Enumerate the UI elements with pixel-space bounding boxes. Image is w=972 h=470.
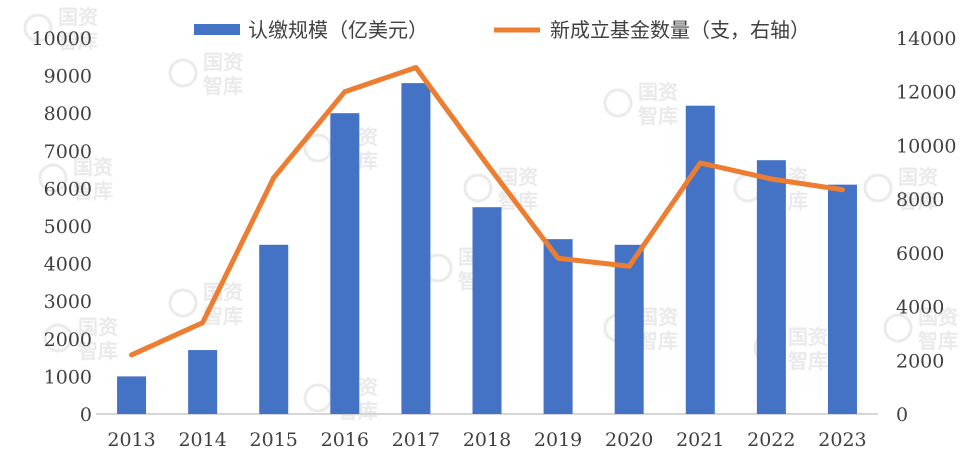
bar-2020 [615,245,644,414]
bar-2023 [828,185,857,414]
x-tick-label: 2015 [250,429,298,451]
bar-2019 [544,239,573,414]
watermark-text: 智库 [203,74,243,98]
x-tick-label: 2021 [676,429,724,451]
y-left-tick-label: 1000 [44,366,92,388]
watermark-text: 智库 [788,349,828,373]
watermark-text: 国资 [638,80,678,104]
x-tick-label: 2013 [107,429,155,451]
y-left-tick-label: 9000 [44,66,92,88]
x-tick-label: 2018 [463,429,511,451]
watermark-text: 国资 [58,5,98,29]
y-left-tick-label: 2000 [44,329,92,351]
x-tick-label: 2019 [534,429,582,451]
y-left-tick-label: 0 [80,404,92,426]
y-right-tick-label: 8000 [896,189,944,211]
bar-2018 [473,207,502,414]
y-right-tick-label: 10000 [896,135,956,157]
watermark-text: 国资 [638,305,678,329]
bar-2016 [330,113,359,414]
watermark-text: 智库 [498,189,538,213]
y-left-tick-label: 5000 [44,216,92,238]
y-right-tick-label: 14000 [896,28,956,50]
y-left-tick-label: 4000 [44,254,92,276]
y-right-tick-label: 12000 [896,82,956,104]
y-left-tick-label: 10000 [32,28,92,50]
y-right-tick-label: 4000 [896,297,944,319]
legend-label-line: 新成立基金数量（支，右轴） [550,18,810,42]
bar-2013 [117,376,146,414]
bar-2021 [686,106,715,414]
watermark-text: 国资 [788,325,828,349]
watermark-text: 国资 [203,50,243,74]
x-tick-label: 2022 [747,429,795,451]
y-right-tick-label: 2000 [896,350,944,372]
y-left-tick-label: 6000 [44,178,92,200]
watermark-text: 智库 [638,329,678,353]
y-right-tick-label: 6000 [896,243,944,265]
y-left-tick-label: 8000 [44,103,92,125]
x-tick-label: 2023 [818,429,866,451]
x-tick-label: 2016 [321,429,369,451]
watermark-text: 国资 [898,165,938,189]
bar-2017 [401,83,430,414]
y-left-tick-label: 7000 [44,141,92,163]
y-left-tick-label: 3000 [44,291,92,313]
legend-swatch-bar [194,24,240,35]
legend-label-bar: 认缴规模（亿美元） [248,18,428,42]
bar-2014 [188,350,217,414]
x-tick-label: 2020 [605,429,653,451]
bar-2022 [757,160,786,414]
bar-series [117,83,857,414]
y-right-tick-label: 0 [896,404,908,426]
watermark-text: 智库 [638,104,678,128]
legend: 认缴规模（亿美元） 新成立基金数量（支，右轴） [194,18,810,42]
x-tick-label: 2014 [178,429,226,451]
x-tick-label: 2017 [392,429,440,451]
bar-2015 [259,245,288,414]
